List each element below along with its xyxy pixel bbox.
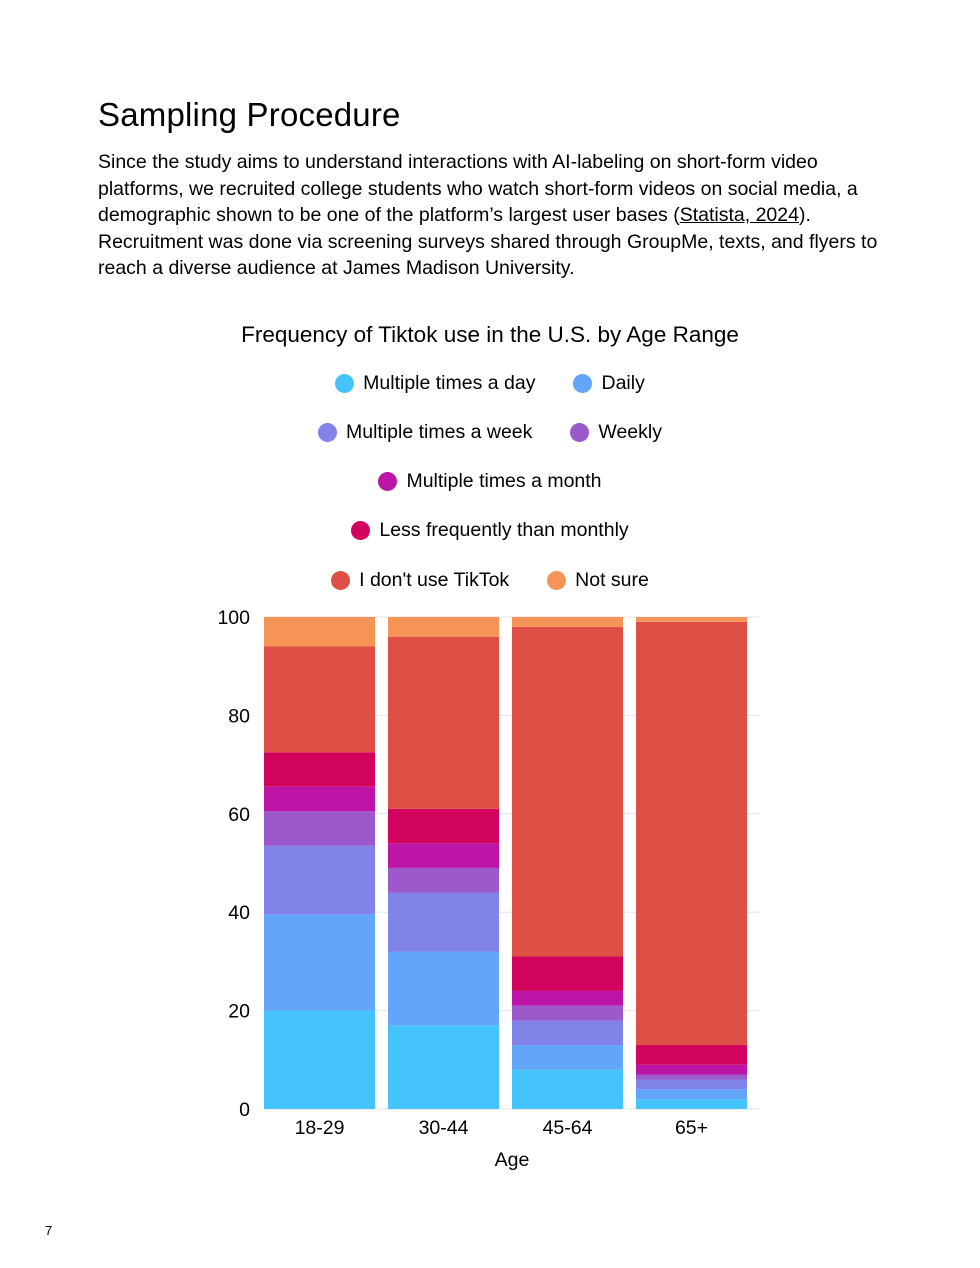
intro-paragraph: Since the study aims to understand inter… (98, 149, 898, 282)
legend-row-2: Multiple times a week Weekly (0, 418, 980, 446)
bar-30-44-series-0 (388, 1025, 499, 1109)
y-tick-label-100: 100 (217, 607, 250, 629)
legend-label-dont-use: I don't use TikTok (359, 568, 510, 591)
chart-title: Frequency of Tiktok use in the U.S. by A… (241, 322, 739, 347)
bar-65+-series-5 (636, 1045, 747, 1065)
bar-45-64-series-0 (512, 1069, 623, 1109)
legend-label-multiple-week: Multiple times a week (346, 420, 533, 443)
x-tick-label-18-29: 18-29 (295, 1117, 345, 1139)
legend-swatch-not-sure (547, 570, 567, 590)
bar-45-64-series-5 (512, 956, 623, 991)
legend-item-not-sure: Not sure (547, 569, 649, 592)
page-number: 7 (45, 1223, 53, 1238)
bar-30-44-series-2 (388, 892, 499, 952)
bar-65+-series-7 (636, 617, 747, 622)
bar-18-29-series-4 (264, 786, 375, 812)
legend-label-less-monthly: Less frequently than monthly (379, 518, 629, 541)
x-tick-label-45-64: 45-64 (543, 1117, 593, 1139)
bar-30-44-series-6 (388, 636, 499, 809)
legend-label-not-sure: Not sure (575, 568, 649, 591)
legend-swatch-multiple-month (378, 471, 398, 491)
bar-18-29-series-7 (264, 617, 375, 647)
bar-18-29-series-0 (264, 1010, 375, 1109)
bar-65+-series-4 (636, 1064, 747, 1075)
paragraph-text-2: ). Recruitment was done via screening su… (98, 204, 878, 279)
legend-row-1: Multiple times a day Daily (0, 369, 980, 397)
bar-18-29-series-3 (264, 811, 375, 846)
bar-18-29-series-6 (264, 646, 375, 753)
legend-label-weekly: Weekly (598, 420, 662, 443)
legend-item-less-monthly: Less frequently than monthly (351, 518, 629, 542)
bar-65+-series-3 (636, 1074, 747, 1080)
legend-row-4: Less frequently than monthly (0, 516, 980, 544)
bar-45-64-series-7 (512, 617, 623, 627)
bar-45-64-series-4 (512, 990, 623, 1006)
bar-45-64-series-2 (512, 1020, 623, 1046)
legend-label-multiple-month: Multiple times a month (406, 469, 602, 492)
x-tick-label-30-44: 30-44 (419, 1117, 469, 1139)
bar-30-44-series-3 (388, 867, 499, 893)
legend-row-5: I don't use TikTok Not sure (0, 566, 980, 594)
y-tick-label-80: 80 (228, 705, 250, 727)
legend-swatch-dont-use (331, 570, 351, 590)
paragraph-text-1: Since the study aims to understand inter… (98, 151, 858, 226)
bar-45-64-series-3 (512, 1005, 623, 1021)
bar-30-44-series-7 (388, 617, 499, 637)
legend-item-multiple-month: Multiple times a month (378, 469, 602, 493)
bar-30-44-series-4 (388, 843, 499, 868)
legend-label-daily: Daily (601, 371, 645, 394)
legend-item-multiple-week: Multiple times a week (318, 421, 532, 444)
legend-item-daily: Daily (573, 371, 645, 395)
legend-swatch-daily (573, 373, 593, 393)
y-tick-label-20: 20 (228, 1001, 250, 1023)
bar-45-64-series-6 (512, 626, 623, 957)
bar-45-64-series-1 (512, 1045, 623, 1070)
legend-swatch-weekly (570, 422, 590, 442)
legend-item-dont-use: I don't use TikTok (331, 569, 509, 592)
x-axis-title: Age (495, 1149, 530, 1171)
bar-65+-series-6 (636, 621, 747, 1046)
citation-link[interactable]: Statista, 2024 (679, 204, 799, 226)
bar-18-29-series-5 (264, 752, 375, 787)
bar-65+-series-2 (636, 1079, 747, 1090)
bar-18-29-series-2 (264, 845, 375, 915)
y-tick-label-40: 40 (228, 902, 250, 924)
legend-swatch-less-monthly (351, 520, 371, 540)
legend-item-weekly: Weekly (570, 421, 662, 444)
legend-item-multiple-day: Multiple times a day (335, 372, 535, 395)
section-heading: Sampling Procedure (98, 96, 401, 133)
legend-label-multiple-day: Multiple times a day (363, 371, 536, 394)
bar-65+-series-1 (636, 1089, 747, 1100)
bar-18-29-series-1 (264, 914, 375, 1011)
legend-row-3: Multiple times a month (0, 467, 980, 495)
y-tick-label-0: 0 (239, 1099, 250, 1121)
x-tick-label-65+: 65+ (675, 1117, 708, 1139)
y-tick-label-60: 60 (228, 804, 250, 826)
bar-30-44-series-5 (388, 808, 499, 844)
bar-65+-series-0 (636, 1099, 747, 1109)
legend-swatch-multiple-day (335, 373, 355, 393)
bar-30-44-series-1 (388, 951, 499, 1026)
legend-swatch-multiple-week (318, 422, 337, 442)
